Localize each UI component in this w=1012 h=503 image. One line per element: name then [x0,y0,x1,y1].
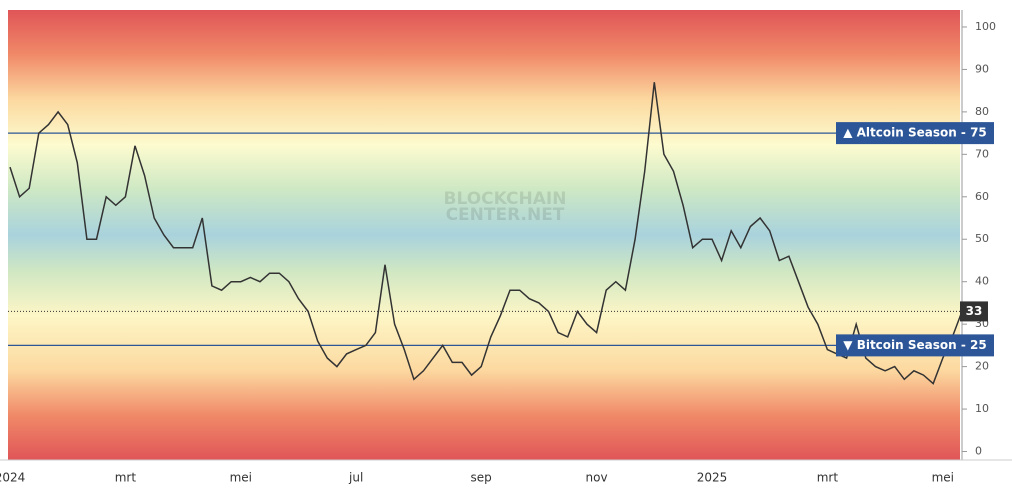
y-tick-label: 60 [975,190,989,203]
y-tick-label: 20 [975,360,989,373]
y-tick-label: 90 [975,62,989,75]
y-tick-label: 50 [975,232,989,245]
x-tick-label: sep [471,471,492,485]
current-value-label: 33 [966,304,983,318]
threshold-label-box [836,122,994,145]
x-tick-label: 2025 [697,471,728,485]
y-tick-label: 10 [975,402,989,415]
x-tick-label: mei [230,471,252,485]
series-line [9,82,963,385]
y-tick-label: 0 [975,445,982,458]
x-tick-label: mrt [115,471,137,485]
y-tick-label: 100 [975,20,996,33]
x-tick-label: nov [586,471,608,485]
x-tick-label: mrt [817,471,839,485]
y-tick-label: 40 [975,275,989,288]
y-tick-label: 70 [975,147,989,160]
x-tick-label: 2024 [0,471,25,485]
plot-background [8,10,960,460]
watermark: CENTER.NET [446,205,565,225]
watermark: BLOCKCHAIN [444,189,567,209]
threshold-label: ▼ Bitcoin Season - 25 [843,338,986,352]
y-tick-label: 80 [975,105,989,118]
threshold-label: ▲ Altcoin Season - 75 [843,126,987,140]
x-tick-label: mei [932,471,954,485]
x-tick-label: jul [348,471,363,485]
current-value-box [960,301,988,322]
threshold-label-box [836,334,994,357]
